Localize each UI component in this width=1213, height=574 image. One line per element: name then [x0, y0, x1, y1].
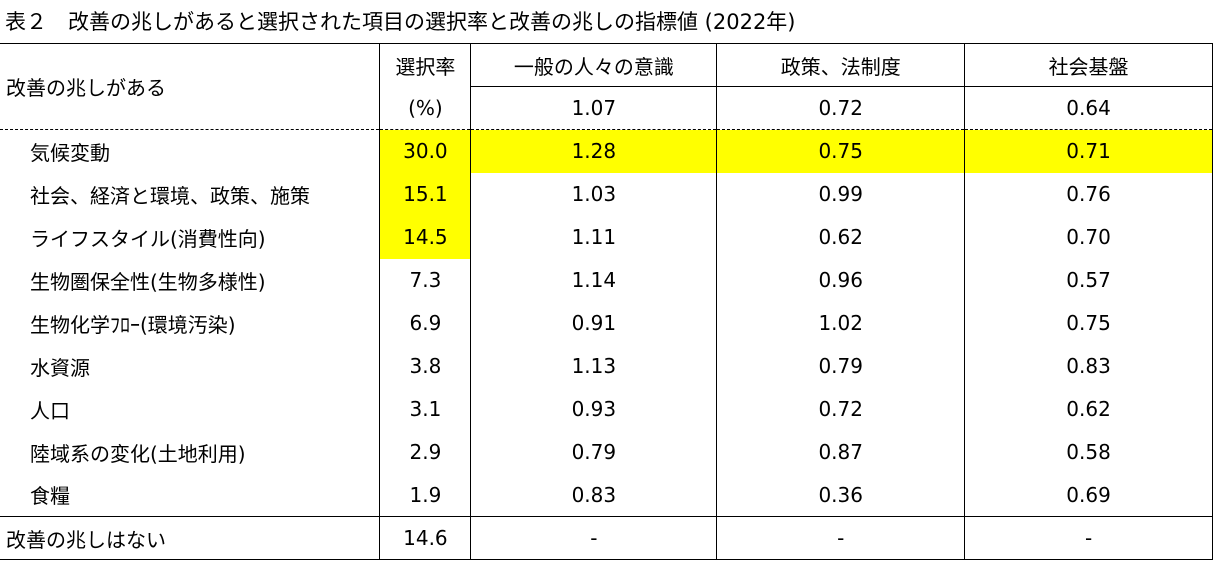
overall-value-policy-law: 0.72 — [716, 86, 966, 130]
row-value-infrastructure: 0.69 — [964, 473, 1213, 517]
row-value-infrastructure: 0.58 — [964, 430, 1213, 474]
no-sign-label: 改善の兆しはない — [0, 516, 380, 560]
row-label: 気候変動 — [0, 129, 380, 173]
no-sign-value-public-awareness: - — [470, 516, 718, 560]
row-rate: 14.5 — [379, 215, 472, 259]
table-row: 生物圏保全性(生物多様性) 7.3 1.14 0.96 0.57 — [0, 258, 1213, 302]
row-value-policy-law: 0.72 — [716, 387, 966, 431]
row-value-infrastructure: 0.75 — [964, 301, 1213, 345]
row-value-public-awareness: 0.83 — [470, 473, 718, 517]
row-rate: 15.1 — [379, 172, 472, 216]
no-sign-rate: 14.6 — [379, 516, 472, 560]
row-rate: 30.0 — [379, 129, 472, 173]
rate-unit: (%) — [379, 86, 472, 130]
overall-row: (%) 1.07 0.72 0.64 — [0, 86, 1213, 130]
row-label: 生物化学ﾌﾛｰ(環境汚染) — [30, 312, 236, 337]
col-header-public-awareness: 一般の人々の意識 — [470, 43, 718, 87]
row-rate: 6.9 — [379, 301, 472, 345]
row-label: 社会、経済と環境、政策、施策 — [30, 183, 310, 208]
row-value-policy-law: 0.62 — [716, 215, 966, 259]
row-value-infrastructure: 0.71 — [964, 129, 1213, 173]
row-value-public-awareness: 1.28 — [470, 129, 718, 173]
row-value-infrastructure: 0.57 — [964, 258, 1213, 302]
no-sign-value-policy-law: - — [716, 516, 966, 560]
row-value-policy-law: 0.36 — [716, 473, 966, 517]
col-header-policy-law: 政策、法制度 — [716, 43, 966, 87]
row-label: ライフスタイル(消費性向) — [30, 226, 266, 251]
row-value-infrastructure: 0.76 — [964, 172, 1213, 216]
table-row: 食糧 1.9 0.83 0.36 0.69 — [0, 473, 1213, 517]
table-row: 水資源 3.8 1.13 0.79 0.83 — [0, 344, 1213, 388]
row-value-public-awareness: 1.03 — [470, 172, 718, 216]
row-label: 水資源 — [30, 355, 90, 380]
row-value-infrastructure: 0.70 — [964, 215, 1213, 259]
row-rate: 3.1 — [379, 387, 472, 431]
row-value-public-awareness: 1.13 — [470, 344, 718, 388]
row-value-public-awareness: 0.93 — [470, 387, 718, 431]
row-label: 陸域系の変化(土地利用) — [30, 441, 246, 466]
indicator-table: 改善の兆しがある 選択率 一般の人々の意識 政策、法制度 社会基盤 (%) 1.… — [0, 43, 1213, 560]
overall-value-public-awareness: 1.07 — [470, 86, 718, 130]
table-row: 生物化学ﾌﾛｰ(環境汚染) 6.9 0.91 1.02 0.75 — [0, 301, 1213, 345]
row-value-policy-law: 0.96 — [716, 258, 966, 302]
row-rate: 2.9 — [379, 430, 472, 474]
row-value-policy-law: 0.75 — [716, 129, 966, 173]
table-caption: 表２ 改善の兆しがあると選択された項目の選択率と改善の兆しの指標値 (2022年… — [5, 10, 796, 34]
header-row: 改善の兆しがある 選択率 一般の人々の意識 政策、法制度 社会基盤 — [0, 43, 1213, 130]
row-value-public-awareness: 0.91 — [470, 301, 718, 345]
row-rate: 3.8 — [379, 344, 472, 388]
row-value-infrastructure: 0.62 — [964, 387, 1213, 431]
col-header-infrastructure: 社会基盤 — [964, 43, 1213, 87]
table-row: 人口 3.1 0.93 0.72 0.62 — [0, 387, 1213, 431]
no-sign-row: 改善の兆しはない 14.6 - - - — [0, 516, 1213, 560]
row-value-infrastructure: 0.83 — [964, 344, 1213, 388]
table-row: 気候変動 30.0 1.28 0.75 0.71 — [0, 129, 1213, 173]
row-value-public-awareness: 0.79 — [470, 430, 718, 474]
row-label: 食糧 — [30, 484, 70, 509]
row-header-label: 改善の兆しがある — [0, 43, 380, 130]
rate-header: 選択率 — [379, 43, 472, 87]
row-label: 生物圏保全性(生物多様性) — [30, 269, 266, 294]
row-label: 人口 — [30, 398, 70, 423]
overall-value-infrastructure: 0.64 — [964, 86, 1213, 130]
row-rate: 7.3 — [379, 258, 472, 302]
no-sign-value-infrastructure: - — [964, 516, 1213, 560]
row-value-public-awareness: 1.14 — [470, 258, 718, 302]
row-value-policy-law: 1.02 — [716, 301, 966, 345]
row-value-public-awareness: 1.11 — [470, 215, 718, 259]
row-rate: 1.9 — [379, 473, 472, 517]
table-row: ライフスタイル(消費性向) 14.5 1.11 0.62 0.70 — [0, 215, 1213, 259]
table-row: 社会、経済と環境、政策、施策 15.1 1.03 0.99 0.76 — [0, 172, 1213, 216]
row-value-policy-law: 0.99 — [716, 172, 966, 216]
row-value-policy-law: 0.87 — [716, 430, 966, 474]
row-value-policy-law: 0.79 — [716, 344, 966, 388]
table-row: 陸域系の変化(土地利用) 2.9 0.79 0.87 0.58 — [0, 430, 1213, 474]
